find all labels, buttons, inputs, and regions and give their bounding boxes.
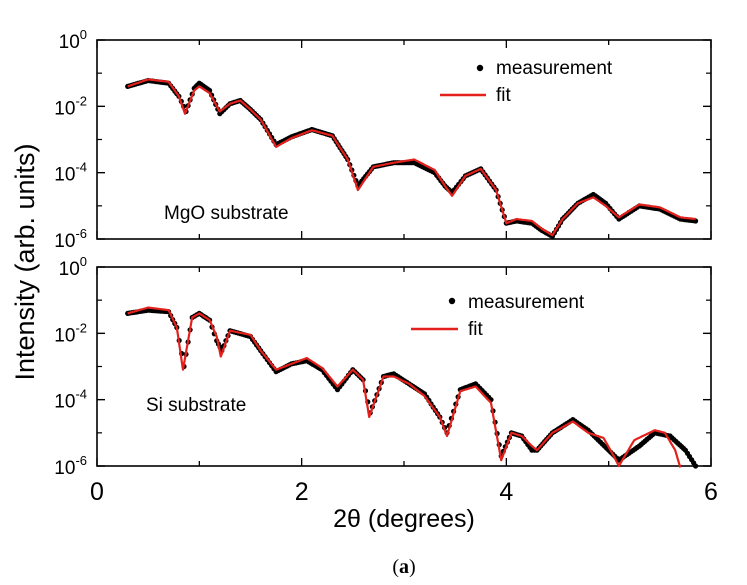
y-tick-exponent: -2 [75,93,87,108]
x-axis-label: 2θ (degrees) [333,505,475,533]
y-tick-base: 10 [54,231,75,252]
series-group-mgo [125,77,699,239]
y-tick-base: 10 [54,392,75,413]
y-tick-exponent: -6 [75,453,87,468]
legend-label-fit-mgo: fit [496,85,512,106]
y-tick-exponent: 0 [80,254,87,269]
legend-label-measurement-mgo: measurement [496,58,613,79]
y-tick-exponent: -4 [75,160,87,175]
series-fit-line-mgo [127,78,696,237]
series-fit-line-si [127,306,682,468]
y-tick-label-si: 10-2 [54,320,87,346]
y-tick-label-si: 10-6 [54,453,87,479]
legend-marker-measurement-mgo [476,64,484,72]
legend-label-measurement-si: measurement [468,292,585,313]
y-tick-base: 10 [54,325,75,346]
y-tick-exponent: 0 [80,27,87,42]
x-tick-label: 6 [704,478,718,506]
y-tick-label-si: 10-4 [54,387,87,413]
x-tick-label: 4 [499,478,513,506]
y-tick-base: 10 [54,165,75,186]
x-tick-label: 2 [295,478,309,506]
measurement-point-si [693,463,699,469]
y-tick-label-mgo: 100 [59,27,87,53]
caption-open-paren: ( [392,556,399,578]
y-tick-base: 10 [59,259,80,280]
annotation-si: Si substrate [146,395,246,416]
y-tick-exponent: -2 [75,320,87,335]
series-group-si [125,306,699,469]
annotation-mgo: MgO substrate [164,203,289,224]
legend-label-fit-si: fit [468,319,484,340]
y-axis-label: Intensity (arb. units) [10,143,40,380]
y-tick-label-mgo: 10-6 [54,226,87,252]
y-tick-base: 10 [54,458,75,479]
legend-marker-measurement-si [448,297,456,305]
y-tick-exponent: -6 [75,226,87,241]
figure-caption: (a) [392,556,415,578]
y-tick-base: 10 [59,32,80,53]
y-tick-base: 10 [54,98,75,119]
y-tick-label-si: 100 [59,254,87,280]
caption-letter: a [399,556,409,578]
x-tick-label: 0 [90,478,104,506]
caption-close-paren: ) [409,556,416,578]
x-tick-labels: 0 2 4 6 [90,478,718,506]
y-tick-label-mgo: 10-4 [54,160,87,186]
plot-frame-si [96,266,712,467]
y-tick-label-mgo: 10-2 [54,93,87,119]
y-tick-exponent: -4 [75,387,87,402]
